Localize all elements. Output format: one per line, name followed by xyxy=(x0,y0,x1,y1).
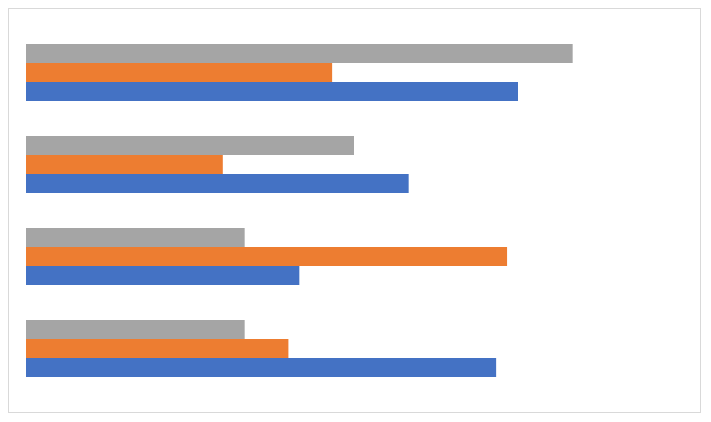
bar xyxy=(26,174,409,193)
bar xyxy=(26,155,223,174)
bar xyxy=(26,358,497,377)
bar xyxy=(26,63,333,82)
bar xyxy=(26,228,245,247)
bar xyxy=(26,320,245,339)
bar xyxy=(26,247,508,266)
bar xyxy=(26,339,289,358)
bar xyxy=(26,136,354,155)
bar xyxy=(26,44,573,63)
bar xyxy=(26,266,300,285)
bar xyxy=(26,82,518,101)
